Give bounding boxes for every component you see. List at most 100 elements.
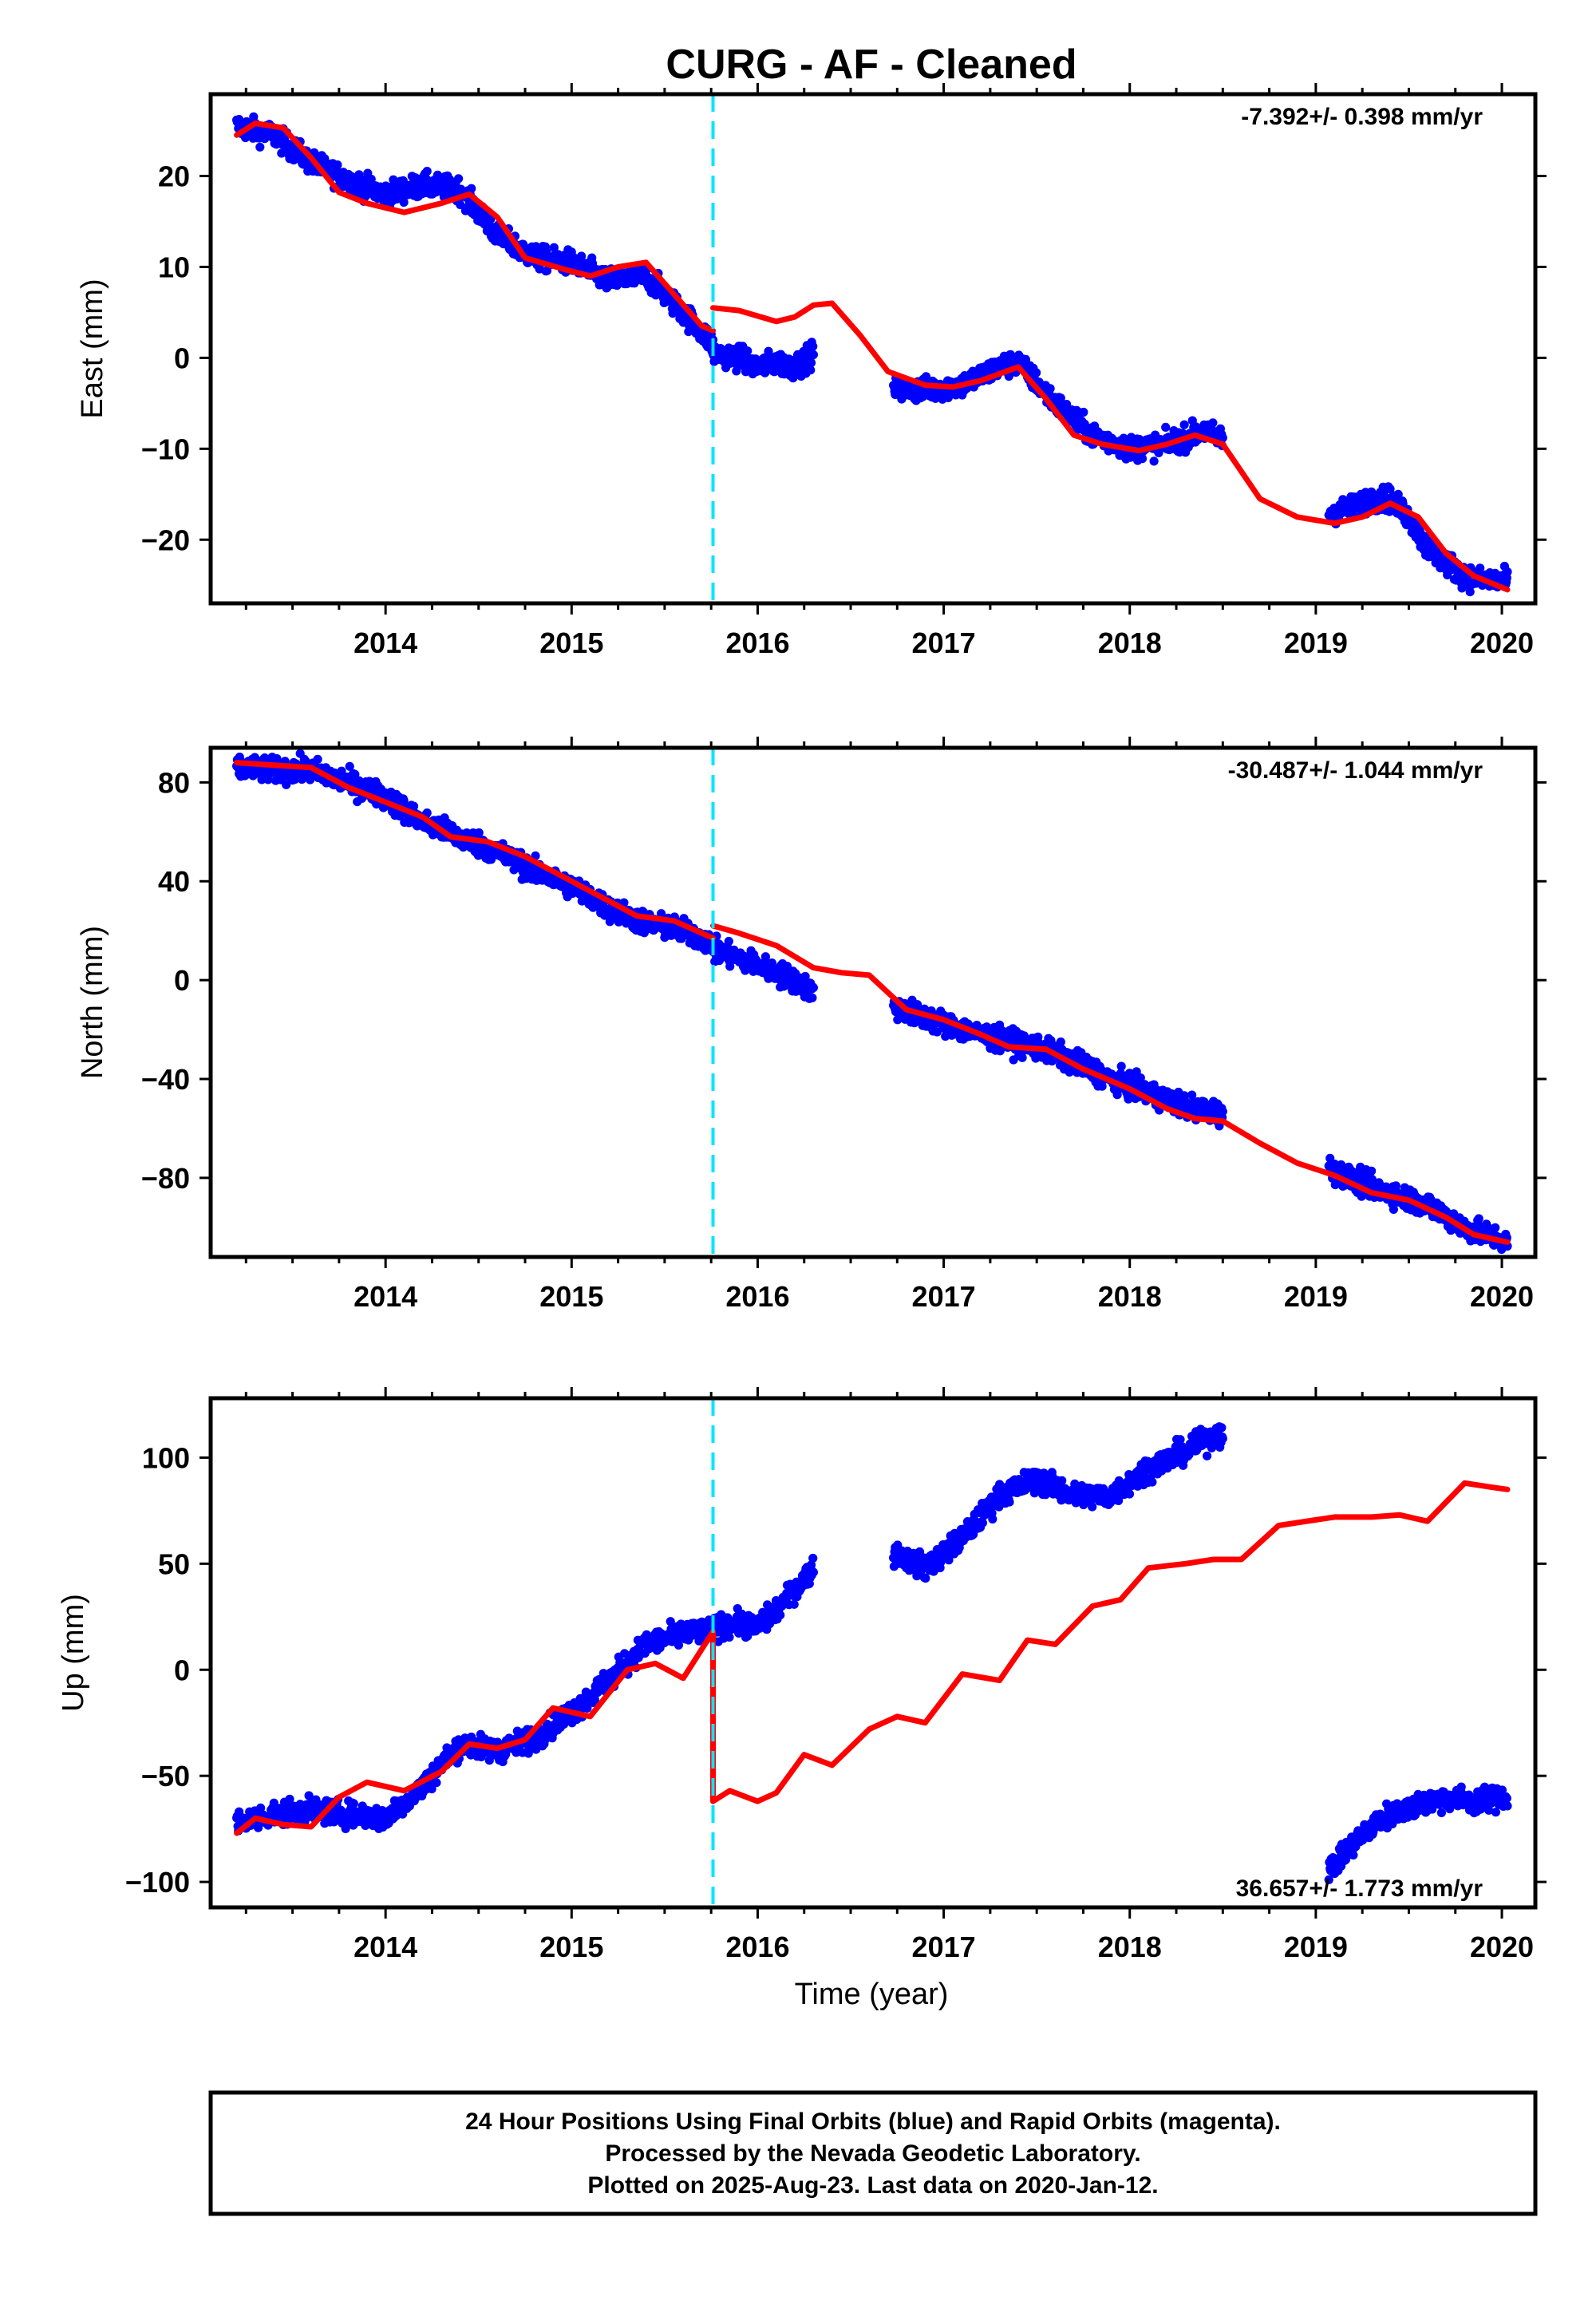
data-point xyxy=(808,350,818,359)
data-point xyxy=(474,828,484,838)
data-point xyxy=(285,1794,294,1804)
data-point xyxy=(313,754,322,765)
x-tick-label: 2018 xyxy=(1098,1280,1162,1313)
data-point xyxy=(808,342,818,351)
x-tick-label: 2015 xyxy=(539,626,603,659)
x-tick-label: 2017 xyxy=(912,626,976,659)
data-point xyxy=(808,1567,818,1577)
panel-2: 2014 2015 2016 2017 2018 2019 202080400−40−80N… xyxy=(76,737,1547,1313)
data-point xyxy=(1149,456,1159,466)
data-point xyxy=(1491,1223,1500,1232)
plot-area xyxy=(232,112,1512,597)
data-point xyxy=(345,761,354,771)
data-point xyxy=(1135,435,1144,445)
data-point xyxy=(454,174,464,184)
x-tick-label: 2016 xyxy=(725,1280,789,1313)
data-point xyxy=(467,184,476,193)
data-point xyxy=(806,366,816,375)
data-point xyxy=(806,358,816,368)
data-point xyxy=(1017,1053,1027,1062)
data-point xyxy=(676,1619,686,1629)
data-point xyxy=(776,1611,785,1620)
y-tick-label: 40 xyxy=(158,865,190,898)
data-point xyxy=(1476,563,1485,573)
data-point xyxy=(1218,1107,1227,1117)
chart-title: CURG - AF - Cleaned xyxy=(666,41,1077,88)
data-point xyxy=(1032,368,1041,377)
data-point xyxy=(808,993,817,1002)
data-point xyxy=(1367,1166,1377,1176)
model-curve-segment xyxy=(710,923,1511,1245)
y-axis-label: East (mm) xyxy=(76,279,109,418)
y-tick-label: 10 xyxy=(158,251,190,283)
data-point xyxy=(1056,1037,1065,1047)
y-tick-label: 80 xyxy=(158,766,190,799)
x-tick-label: 2019 xyxy=(1284,1280,1348,1313)
y-axis-label: North (mm) xyxy=(76,926,109,1079)
data-point xyxy=(1474,1214,1483,1223)
panels: 2014 2015 2016 2017 2018 2019 202020100−10−20E… xyxy=(57,83,1547,1963)
data-point xyxy=(743,346,753,356)
data-point xyxy=(789,1599,799,1609)
data-point xyxy=(1154,448,1163,458)
data-point xyxy=(409,801,419,811)
data-point xyxy=(1097,1081,1107,1091)
data-point xyxy=(260,753,270,763)
data-point xyxy=(1116,1061,1126,1071)
y-tick-label: 20 xyxy=(158,160,190,193)
x-tick-label: 2015 xyxy=(539,1280,603,1313)
data-point xyxy=(674,1640,684,1650)
panel-frame xyxy=(208,745,1538,1259)
data-point xyxy=(1161,422,1171,433)
x-tick-label: 2017 xyxy=(912,1280,976,1313)
data-point xyxy=(549,243,559,252)
data-point xyxy=(1393,489,1403,500)
data-point xyxy=(725,1632,734,1642)
data-point xyxy=(1137,454,1148,464)
data-point xyxy=(399,197,409,207)
x-tick-label: 2014 xyxy=(354,1280,417,1313)
data-point xyxy=(1337,1160,1346,1170)
data-point xyxy=(932,1027,942,1037)
rate-annotation: -7.392+/- 0.398 mm/yr xyxy=(1241,104,1483,130)
x-tick-label: 2020 xyxy=(1470,626,1534,659)
data-point xyxy=(1208,418,1218,428)
data-point xyxy=(1389,1204,1398,1214)
data-point xyxy=(808,983,818,993)
model-curve-segment xyxy=(710,300,1511,593)
x-tick-label: 2019 xyxy=(1284,626,1348,659)
panel-1: 2014 2015 2016 2017 2018 2019 202020100−10−20E… xyxy=(76,83,1547,659)
observed-series xyxy=(232,749,1512,1255)
data-point xyxy=(921,372,931,381)
data-point xyxy=(349,1799,358,1808)
data-point xyxy=(1056,393,1065,403)
data-point xyxy=(1136,1073,1145,1083)
data-point xyxy=(422,167,432,176)
data-point xyxy=(1179,420,1189,429)
x-tick-label: 2018 xyxy=(1098,626,1162,659)
y-tick-label: −20 xyxy=(141,524,190,556)
data-point xyxy=(724,936,733,947)
plot-area xyxy=(232,1422,1512,1884)
data-point xyxy=(1179,1091,1189,1101)
data-point xyxy=(764,346,773,356)
y-tick-label: 0 xyxy=(174,342,190,374)
data-point xyxy=(255,142,265,152)
x-tick-label: 2020 xyxy=(1470,1280,1534,1313)
data-point xyxy=(282,780,291,789)
y-tick-label: −40 xyxy=(141,1063,190,1096)
rate-annotation: -30.487+/- 1.044 mm/yr xyxy=(1228,757,1483,784)
data-point xyxy=(590,1695,600,1705)
panel-3: 2014 2015 2016 2017 2018 2019 2020100500−50−10… xyxy=(57,1387,1547,1963)
data-point xyxy=(657,909,666,919)
model-curve-segment xyxy=(234,121,716,334)
panel-frame xyxy=(208,92,1538,606)
data-point xyxy=(1465,587,1475,597)
data-point xyxy=(921,1574,930,1583)
observed-series xyxy=(232,1422,1512,1884)
data-point xyxy=(1140,1080,1149,1089)
data-point xyxy=(1187,1090,1197,1100)
data-point xyxy=(399,796,409,805)
model-curve-segment xyxy=(234,760,716,941)
plot-area xyxy=(232,749,1512,1255)
